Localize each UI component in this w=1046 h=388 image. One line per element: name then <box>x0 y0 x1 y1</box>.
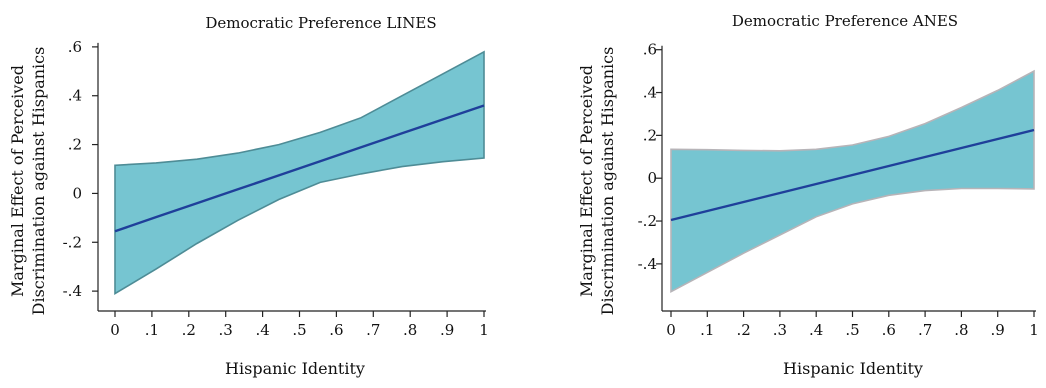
x-tick-label: .8 <box>954 321 968 339</box>
x-tick-label: .1 <box>700 321 714 339</box>
y-tick-label: 0 <box>647 169 657 187</box>
x-tick-label: .9 <box>440 321 454 339</box>
x-tick-label: .5 <box>845 321 859 339</box>
x-tick-label: .2 <box>182 321 196 339</box>
x-axis-label: Hispanic Identity <box>225 359 365 378</box>
y-tick-label: .4 <box>643 84 657 102</box>
y-ticks: -.4 -.2 0 .2 .4 .6 <box>638 41 662 273</box>
y-tick-label: .6 <box>643 41 657 59</box>
chart-title: Democratic Preference LINES <box>205 14 436 32</box>
estimate-line <box>670 128 1035 222</box>
x-tick-label: .2 <box>736 321 750 339</box>
x-tick-label: .7 <box>918 321 932 339</box>
x-tick-label: 0 <box>666 321 676 339</box>
y-axis-label-line1: Marginal Effect of Perceived <box>8 65 27 297</box>
x-tick-label: 0 <box>110 321 120 339</box>
estimate-line <box>114 104 485 233</box>
x-tick-label: .6 <box>329 321 343 339</box>
x-axis-label: Hispanic Identity <box>783 359 923 378</box>
x-tick-label: .4 <box>809 321 823 339</box>
y-tick-label: -.2 <box>638 212 657 230</box>
y-tick-label: -.4 <box>638 255 657 273</box>
confidence-band <box>114 50 485 296</box>
x-tick-label: 1 <box>1029 321 1039 339</box>
y-axis-label-line2: Discrimination against Hispanics <box>598 47 617 316</box>
y-axis-label-line2: Discrimination against Hispanics <box>29 47 48 316</box>
x-ticks: 0 .1 .2 .3 .4 .5 .6 .7 .8 .9 1 <box>110 311 489 339</box>
x-tick-label: .7 <box>366 321 380 339</box>
x-tick-label: .4 <box>255 321 269 339</box>
y-ticks: -.4 -.2 0 .2 .4 .6 <box>63 38 98 300</box>
x-tick-label: .5 <box>292 321 306 339</box>
x-tick-label: .1 <box>145 321 159 339</box>
confidence-band <box>670 69 1035 294</box>
y-axis-label-line1: Marginal Effect of Perceived <box>577 65 596 297</box>
x-tick-label: 1 <box>479 321 489 339</box>
y-tick-label: .2 <box>68 136 82 154</box>
chart-panel-lines: -.4 -.2 0 .2 .4 .6 0 .1 .2 .3 .4 .5 .6 .7 .8 .9 1 Democ… <box>8 14 489 378</box>
y-tick-label: -.2 <box>63 233 82 251</box>
x-tick-label: .6 <box>882 321 896 339</box>
x-tick-label: .8 <box>403 321 417 339</box>
y-tick-label: .4 <box>68 87 82 105</box>
x-tick-label: .3 <box>773 321 787 339</box>
x-tick-label: .3 <box>219 321 233 339</box>
y-tick-label: .6 <box>68 38 82 56</box>
y-tick-label: .2 <box>643 126 657 144</box>
chart-title: Democratic Preference ANES <box>732 12 958 30</box>
y-tick-label: 0 <box>72 184 82 202</box>
y-tick-label: -.4 <box>63 282 82 300</box>
chart-panel-anes: -.4 -.2 0 .2 .4 .6 0 .1 .2 .3 .4 .5 .6 .7 .8 .9 1 Democ… <box>577 12 1039 378</box>
x-ticks: 0 .1 .2 .3 .4 .5 .6 .7 .8 .9 1 <box>666 311 1039 339</box>
x-tick-label: .9 <box>991 321 1005 339</box>
